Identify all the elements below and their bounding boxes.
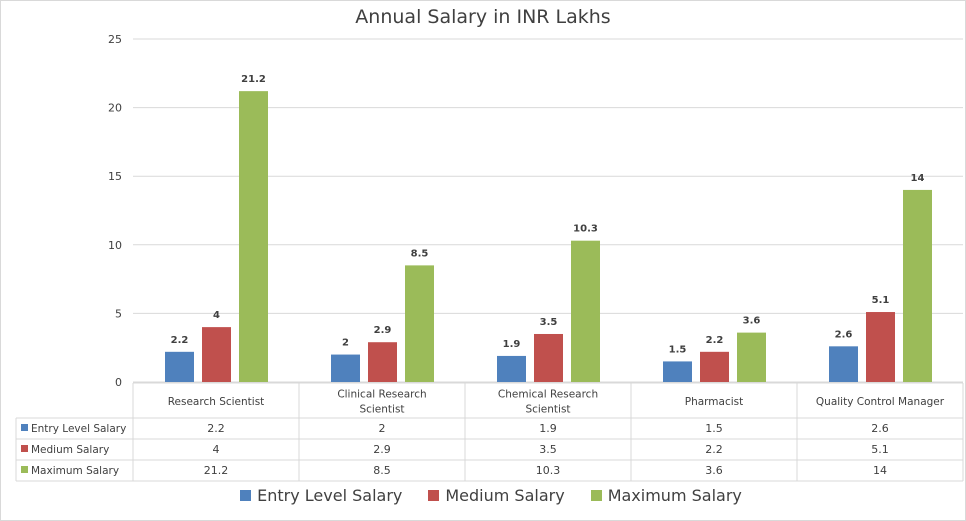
legend-swatch	[590, 490, 602, 501]
chart-title: Annual Salary in INR Lakhs	[355, 6, 611, 28]
bar-1-0	[202, 327, 231, 382]
y-tick-label: 25	[108, 33, 122, 46]
table-row-label: Maximum Salary	[31, 465, 119, 477]
table-cell: 3.5	[539, 443, 557, 456]
table-row-label: Medium Salary	[31, 444, 109, 456]
bar-1-1	[368, 342, 397, 382]
data-label: 21.2	[241, 74, 266, 85]
legend-item: Maximum Salary	[590, 486, 742, 505]
category-label: Scientist	[359, 404, 404, 416]
category-label: Pharmacist	[685, 396, 744, 408]
legend-key-swatch	[21, 445, 28, 452]
bar-0-1	[331, 354, 360, 382]
legend-key-swatch	[21, 424, 28, 431]
table-cell: 1.9	[539, 422, 557, 435]
y-tick-label: 0	[115, 376, 122, 389]
table-cell: 2.2	[207, 422, 225, 435]
category-label: Scientist	[525, 404, 570, 416]
legend-label: Entry Level Salary	[257, 486, 403, 505]
bar-1-3	[700, 351, 729, 382]
legend-item: Medium Salary	[428, 486, 565, 505]
category-label: Chemical Research	[498, 389, 598, 401]
data-label: 1.5	[669, 344, 687, 355]
y-tick-label: 5	[115, 307, 122, 320]
legend-item: Entry Level Salary	[240, 486, 402, 505]
category-label: Quality Control Manager	[816, 396, 945, 408]
bar-1-4	[866, 312, 895, 382]
legend-swatch	[428, 490, 440, 501]
legend-label: Medium Salary	[445, 486, 565, 505]
category-label: Clinical Research	[337, 389, 426, 401]
data-label: 10.3	[573, 224, 598, 235]
category-label: Research Scientist	[168, 396, 265, 408]
data-label: 3.6	[743, 316, 761, 327]
data-label: 2.2	[171, 335, 189, 346]
table-cell: 2.6	[871, 422, 889, 435]
data-label: 14	[911, 173, 925, 184]
data-label: 8.5	[411, 248, 429, 259]
table-cell: 2	[379, 422, 386, 435]
bar-2-3	[737, 332, 766, 382]
bar-1-2	[534, 333, 563, 382]
bar-2-1	[405, 265, 434, 382]
data-label: 5.1	[872, 295, 890, 306]
y-tick-label: 15	[108, 170, 122, 183]
data-label: 2	[342, 338, 349, 349]
bar-2-0	[239, 91, 268, 383]
bar-0-4	[829, 346, 858, 382]
data-label: 3.5	[540, 317, 558, 328]
table-cell: 14	[873, 464, 887, 477]
legend-key-swatch	[21, 466, 28, 473]
data-label: 1.9	[503, 339, 521, 350]
data-label: 2.9	[374, 325, 392, 336]
table-cell: 10.3	[536, 464, 561, 477]
data-label: 4	[213, 310, 220, 321]
table-cell: 21.2	[204, 464, 229, 477]
bar-0-0	[165, 351, 194, 382]
bar-2-2	[571, 240, 600, 382]
data-label: 2.6	[835, 329, 853, 340]
table-cell: 4	[213, 443, 220, 456]
legend-swatch	[240, 490, 252, 501]
table-cell: 2.9	[373, 443, 391, 456]
table-row-label: Entry Level Salary	[31, 423, 126, 435]
y-tick-label: 10	[108, 239, 122, 252]
legend-label: Maximum Salary	[607, 486, 742, 505]
y-tick-label: 20	[108, 102, 122, 115]
bar-2-4	[903, 189, 932, 382]
table-cell: 1.5	[705, 422, 723, 435]
table-cell: 3.6	[705, 464, 723, 477]
table-cell: 5.1	[871, 443, 889, 456]
table-cell: 8.5	[373, 464, 391, 477]
bar-0-2	[497, 355, 526, 382]
legend: Entry Level Salary Medium Salary Maximum S…	[0, 486, 966, 505]
data-label: 2.2	[706, 335, 724, 346]
table-cell: 2.2	[705, 443, 723, 456]
bar-0-3	[663, 361, 692, 382]
